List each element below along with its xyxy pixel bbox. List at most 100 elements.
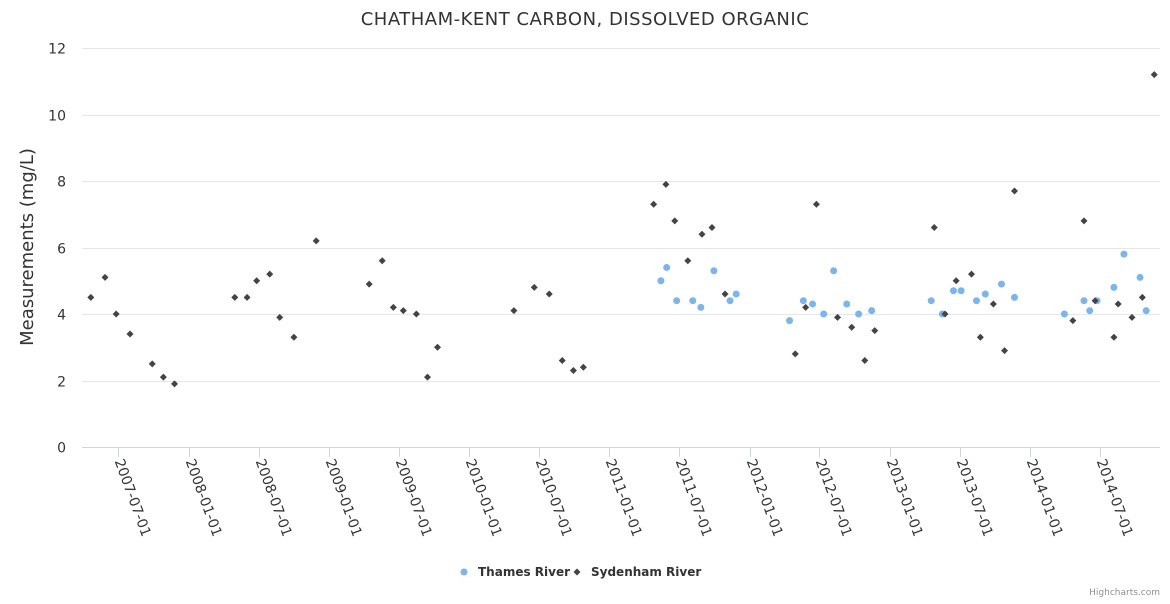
sydenham-river-point[interactable] — [976, 333, 984, 341]
sydenham-river-point[interactable] — [662, 180, 670, 188]
thames-river-point[interactable] — [799, 297, 807, 305]
sydenham-river-point[interactable] — [1069, 317, 1077, 325]
sydenham-river-point[interactable] — [848, 323, 856, 331]
sydenham-river-point[interactable] — [253, 277, 261, 285]
sydenham-river-point[interactable] — [510, 307, 518, 315]
sydenham-river-point[interactable] — [721, 290, 729, 298]
sydenham-river-point[interactable] — [148, 360, 156, 368]
sydenham-river-point[interactable] — [126, 330, 134, 338]
thames-river-point[interactable] — [957, 287, 965, 295]
sydenham-river-point[interactable] — [290, 333, 298, 341]
sydenham-river-point[interactable] — [834, 313, 842, 321]
thames-river-point[interactable] — [927, 297, 935, 305]
y-axis-label: Measurements (mg/L) — [17, 148, 38, 346]
sydenham-river-point[interactable] — [569, 367, 577, 375]
thames-river-point[interactable] — [1136, 273, 1144, 281]
sydenham-river-point[interactable] — [243, 293, 251, 301]
legend-item-sydenham-river[interactable]: Sydenham River — [573, 565, 702, 579]
sydenham-river-point[interactable] — [698, 230, 706, 238]
thames-river-point[interactable] — [981, 290, 989, 298]
thames-river-point[interactable] — [726, 297, 734, 305]
sydenham-river-point[interactable] — [171, 380, 179, 388]
sydenham-river-point[interactable] — [579, 363, 587, 371]
sydenham-river-point[interactable] — [433, 343, 441, 351]
sydenham-river-point[interactable] — [231, 293, 239, 301]
sydenham-river-point[interactable] — [87, 293, 95, 301]
sydenham-river-point[interactable] — [101, 273, 109, 281]
sydenham-river-point[interactable] — [791, 350, 799, 358]
thames-river-point[interactable] — [663, 263, 671, 271]
sydenham-river-point[interactable] — [112, 310, 120, 318]
sydenham-river-point[interactable] — [941, 310, 949, 318]
grid-lines — [82, 48, 1160, 448]
sydenham-river-point[interactable] — [812, 200, 820, 208]
sydenham-river-point[interactable] — [389, 303, 397, 311]
sydenham-river-point[interactable] — [1091, 297, 1099, 305]
sydenham-river-point[interactable] — [968, 270, 976, 278]
sydenham-river-point[interactable] — [1011, 187, 1019, 195]
sydenham-river-point[interactable] — [802, 303, 810, 311]
sydenham-river-point[interactable] — [412, 310, 420, 318]
sydenham-river-point[interactable] — [159, 373, 167, 381]
thames-river-point[interactable] — [1110, 283, 1118, 291]
sydenham-river-point[interactable] — [952, 277, 960, 285]
x-tick-label: 2007-07-01 — [111, 457, 154, 539]
thames-river-point[interactable] — [809, 300, 817, 308]
sydenham-river-point[interactable] — [399, 307, 407, 315]
x-tick-label: 2013-07-01 — [953, 457, 996, 539]
thames-river-point[interactable] — [997, 280, 1005, 288]
sydenham-river-point[interactable] — [708, 224, 716, 232]
sydenham-river-point[interactable] — [530, 283, 538, 291]
thames-river-point[interactable] — [786, 317, 794, 325]
sydenham-river-point[interactable] — [424, 373, 432, 381]
sydenham-river-point[interactable] — [312, 237, 320, 245]
credits-link[interactable]: Highcharts.com — [1089, 588, 1160, 598]
sydenham-river-point[interactable] — [558, 357, 566, 365]
thames-river-point[interactable] — [1060, 310, 1068, 318]
thames-river-point[interactable] — [1142, 307, 1150, 315]
sydenham-river-point[interactable] — [365, 280, 373, 288]
thames-river-point[interactable] — [1011, 293, 1019, 301]
x-tick-label: 2008-07-01 — [252, 457, 295, 539]
sydenham-river-point[interactable] — [1114, 300, 1122, 308]
sydenham-river-point[interactable] — [1080, 217, 1088, 225]
sydenham-river-point[interactable] — [276, 313, 284, 321]
thames-river-point[interactable] — [1086, 307, 1094, 315]
thames-river-point[interactable] — [732, 290, 740, 298]
sydenham-river-point[interactable] — [650, 200, 658, 208]
thames-river-point[interactable] — [972, 297, 980, 305]
sydenham-river-point[interactable] — [1001, 347, 1009, 355]
thames-river-point[interactable] — [830, 267, 838, 275]
sydenham-river-point[interactable] — [1150, 71, 1158, 79]
thames-river-point[interactable] — [855, 310, 863, 318]
thames-river-point[interactable] — [1080, 297, 1088, 305]
x-tick-label: 2009-01-01 — [322, 457, 365, 539]
sydenham-river-point[interactable] — [378, 257, 386, 265]
thames-river-point[interactable] — [949, 287, 957, 295]
sydenham-river-point[interactable] — [1110, 333, 1118, 341]
sydenham-river-point[interactable] — [1128, 313, 1136, 321]
legend-label: Thames River — [478, 565, 570, 579]
thames-river-point[interactable] — [673, 297, 681, 305]
sydenham-river-point[interactable] — [1138, 293, 1146, 301]
thames-river-point[interactable] — [868, 307, 876, 315]
sydenham-river-point[interactable] — [871, 327, 879, 335]
sydenham-river-point[interactable] — [989, 300, 997, 308]
thames-river-point[interactable] — [843, 300, 851, 308]
thames-river-point[interactable] — [820, 310, 828, 318]
legend-item-thames-river[interactable]: Thames River — [460, 565, 571, 579]
thames-river-point[interactable] — [710, 267, 718, 275]
sydenham-river-point[interactable] — [266, 270, 274, 278]
thames-river-point[interactable] — [697, 303, 705, 311]
chart-title: CHATHAM-KENT CARBON, DISSOLVED ORGANIC — [361, 9, 810, 30]
thames-river-point[interactable] — [1120, 250, 1128, 258]
y-tick-label: 10 — [48, 109, 66, 125]
sydenham-river-point[interactable] — [671, 217, 679, 225]
sydenham-river-point[interactable] — [861, 357, 869, 365]
sydenham-river-point[interactable] — [684, 257, 692, 265]
sydenham-river-point[interactable] — [545, 290, 553, 298]
sydenham-river-point[interactable] — [930, 224, 938, 232]
thames-river-point[interactable] — [689, 297, 697, 305]
thames-river-point[interactable] — [657, 277, 665, 285]
